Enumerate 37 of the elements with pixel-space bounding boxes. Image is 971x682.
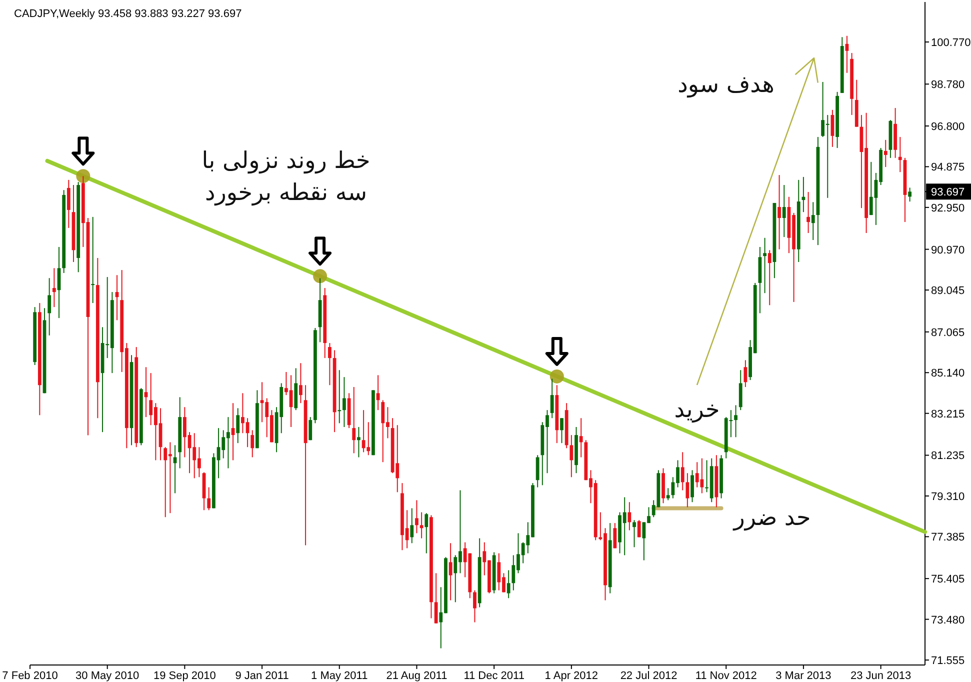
x-tick-label: 30 May 2010 <box>76 670 140 682</box>
point <box>313 269 328 284</box>
point <box>76 169 90 184</box>
y-tick-label: 92.950 <box>931 202 965 214</box>
annotation: خط روند نزولی با سه نقطه برخورد <box>200 146 372 208</box>
x-tick-label: 3 Mar 2013 <box>776 670 832 682</box>
y-tick-label: 79.310 <box>931 490 965 503</box>
x-tick-label: 1 Apr 2012 <box>544 670 598 682</box>
annotation: حد ضرر <box>734 505 811 532</box>
x-tick-label: 21 Aug 2011 <box>386 670 448 682</box>
y-tick-label: 100.770 <box>931 36 971 49</box>
y-tick-label: 96.800 <box>931 120 965 133</box>
x-tick-label: 9 Jan 2011 <box>235 670 289 682</box>
annotation: هدف سود <box>678 72 774 98</box>
x-tick-label: 7 Feb 2010 <box>2 670 58 682</box>
y-tick-label: 93.697 <box>931 186 965 199</box>
x-tick-label: 23 Jun 2013 <box>850 670 912 682</box>
x-tick-label: 19 Sep 2010 <box>153 670 216 682</box>
x-tick-label: 1 May 2011 <box>311 670 368 682</box>
y-tick-label: 94.875 <box>931 162 965 174</box>
x-tick-label: 11 Nov 2012 <box>695 670 757 682</box>
y-tick-label: 71.555 <box>931 655 965 668</box>
x-tick-label: 11 Dec 2011 <box>464 670 524 682</box>
annotation: خرید <box>674 397 720 423</box>
x-tick-label: 22 Jul 2012 <box>620 670 678 682</box>
point <box>550 369 564 384</box>
y-tick-label: 77.385 <box>931 532 965 544</box>
y-tick-label: 98.780 <box>931 79 965 92</box>
y-tick-label: 73.480 <box>931 614 965 626</box>
y-tick-label: 81.235 <box>931 450 965 462</box>
y-tick-label: 90.970 <box>931 244 965 256</box>
text: CADJPY,Weekly 93.458 93.883 93.227 93.697 <box>14 8 242 20</box>
y-tick-label: 87.065 <box>931 326 965 339</box>
y-tick-label: 85.140 <box>931 368 965 380</box>
y-tick-label: 89.045 <box>931 285 965 298</box>
y-tick-label: 75.405 <box>931 574 965 586</box>
y-tick-label: 83.215 <box>931 408 965 420</box>
